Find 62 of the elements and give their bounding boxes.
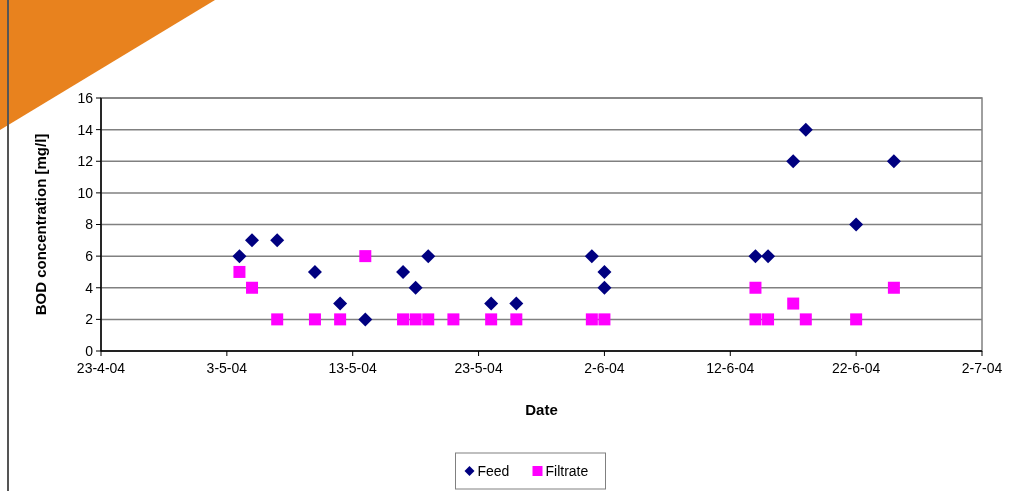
point [762, 313, 775, 326]
x-tick-label: 23-4-04 [76, 360, 126, 376]
point [585, 313, 598, 326]
point [748, 249, 763, 264]
point [850, 313, 863, 326]
point [409, 313, 422, 326]
point [886, 154, 901, 169]
point [447, 313, 460, 326]
y-tick-label: 12 [77, 153, 94, 170]
y-tick-label: 8 [85, 216, 94, 233]
point [749, 281, 762, 294]
point [233, 265, 246, 278]
point [246, 281, 259, 294]
x-tick-label: 3-5-04 [206, 360, 248, 376]
point [485, 313, 498, 326]
y-tick-label: 6 [85, 248, 94, 265]
point [799, 313, 812, 326]
point [787, 297, 800, 310]
point [598, 313, 611, 326]
y-tick-label: 0 [85, 342, 94, 359]
point [510, 313, 523, 326]
point [359, 250, 372, 263]
point [421, 249, 436, 264]
point [333, 296, 348, 311]
y-tick-label: 4 [85, 279, 94, 296]
point [761, 249, 776, 264]
legend-label: Filtrate [545, 462, 589, 479]
point [396, 264, 411, 279]
point [786, 154, 801, 169]
point [597, 280, 612, 295]
point [397, 313, 410, 326]
point [408, 280, 423, 295]
point [849, 217, 864, 232]
x-tick-label: 2-6-04 [584, 360, 625, 376]
legend-label: Feed [477, 462, 510, 479]
point [271, 313, 284, 326]
point [798, 122, 813, 137]
x-tick-label: 23-5-04 [454, 360, 503, 376]
point [597, 264, 612, 279]
point [334, 313, 347, 326]
point [307, 264, 322, 279]
point [484, 296, 499, 311]
x-tick-label: 12-6-04 [706, 360, 755, 376]
point [509, 296, 524, 311]
point [270, 233, 285, 248]
y-tick-label: 16 [77, 89, 94, 106]
point [422, 313, 435, 326]
x-tick-label: 2-7-04 [961, 360, 1003, 376]
y-tick-label: 14 [77, 121, 94, 138]
point [749, 313, 762, 326]
point [245, 233, 260, 248]
point [584, 249, 599, 264]
x-tick-label: 13-5-04 [328, 360, 378, 376]
x-tick-label: 22-6-04 [832, 360, 881, 376]
point [887, 281, 900, 294]
point [232, 249, 247, 264]
y-axis-title: BOD concentration [mg/l] [32, 133, 49, 316]
point [358, 312, 373, 327]
point [308, 313, 321, 326]
y-tick-label: 10 [77, 184, 94, 201]
y-tick-label: 2 [85, 311, 94, 328]
x-axis-title: Date [525, 401, 558, 418]
